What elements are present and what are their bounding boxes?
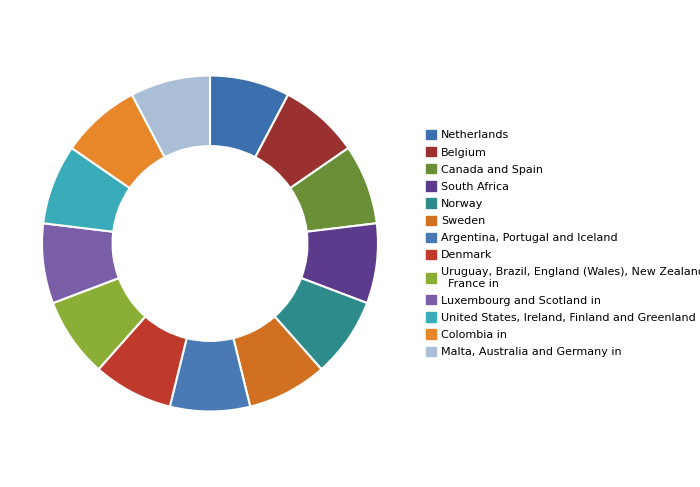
- Wedge shape: [99, 317, 187, 407]
- Legend: Netherlands, Belgium, Canada and Spain, South Africa, Norway, Sweden, Argentina,: Netherlands, Belgium, Canada and Spain, …: [426, 130, 700, 357]
- Wedge shape: [53, 278, 146, 369]
- Wedge shape: [71, 95, 164, 188]
- Wedge shape: [256, 95, 349, 188]
- Wedge shape: [301, 223, 378, 303]
- Wedge shape: [43, 148, 130, 232]
- Wedge shape: [170, 338, 250, 412]
- Wedge shape: [42, 223, 119, 303]
- Wedge shape: [132, 75, 210, 157]
- Wedge shape: [233, 317, 321, 407]
- Wedge shape: [290, 148, 377, 232]
- Wedge shape: [210, 75, 288, 157]
- Wedge shape: [274, 278, 367, 369]
